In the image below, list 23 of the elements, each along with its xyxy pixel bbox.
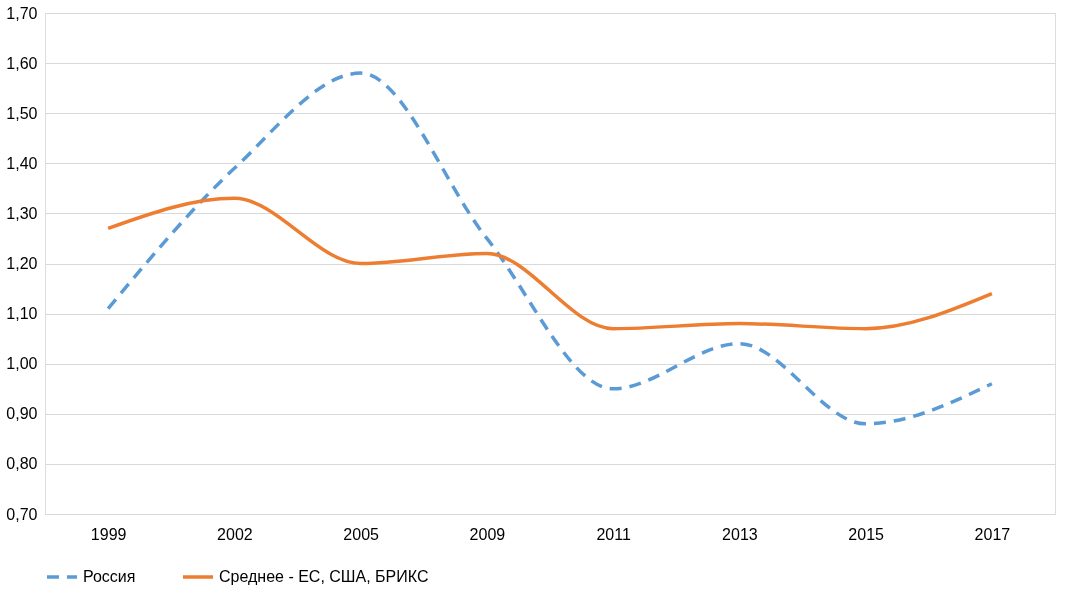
x-tick-label: 2011 [596,525,631,543]
x-tick-label: 1999 [90,525,127,543]
y-tick-label: 0,80 [6,455,38,473]
x-tick-label: 2005 [343,525,380,543]
x-tick-label: 2015 [848,525,885,543]
x-tick-label: 2009 [469,525,506,543]
x-tick-label: 2002 [217,525,253,543]
y-tick-label: 1,50 [6,104,38,122]
legend-label: Россия [83,568,136,585]
y-tick-label: 1,20 [6,255,38,272]
y-tick-label: 1,10 [6,305,38,323]
line-series [106,196,994,331]
legend-label: Среднее - ЕС, США, БРИКС [219,568,429,585]
y-tick-label: 1,40 [6,154,38,172]
line-series [106,71,994,426]
x-tick-label: 2017 [974,525,1011,543]
y-tick-label: 0,70 [6,505,38,523]
y-tick-label: 1,60 [6,54,38,72]
y-tick-label: 1,70 [6,4,38,22]
y-tick-label: 0,90 [6,405,38,423]
y-tick-label: 1,30 [6,204,38,222]
y-tick-label: 1,00 [6,355,38,373]
x-tick-label: 2013 [722,525,758,543]
